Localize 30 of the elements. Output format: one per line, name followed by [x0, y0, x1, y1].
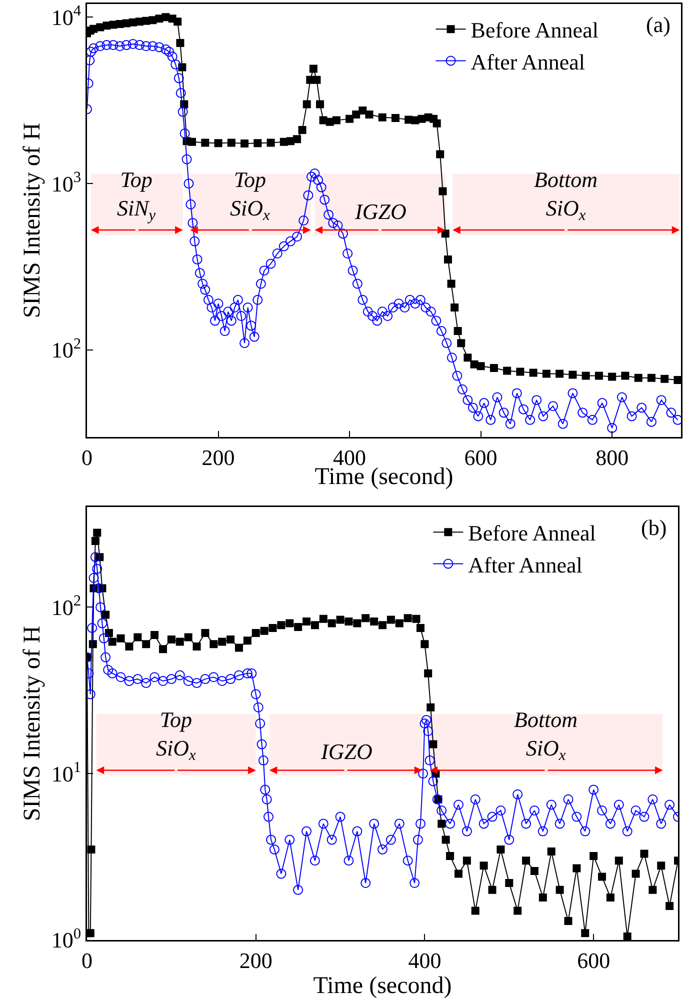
- y-tick-label: 10$^{2}$: [51, 592, 82, 620]
- x-tick-label: 200: [239, 948, 272, 973]
- x-tick-label: 400: [408, 948, 442, 973]
- band-label: Top SiO$_{x}$: [230, 167, 270, 224]
- annotation: (b): [641, 515, 667, 540]
- y-axis-title: SIMS Intensity of H: [20, 122, 46, 318]
- legend-label: Before Anneal: [468, 520, 596, 546]
- x-tick-label: 200: [202, 444, 235, 470]
- legend-label: After Anneal: [468, 552, 582, 578]
- y-tick-label: 10$^{0}$: [51, 925, 82, 953]
- band-label: Bottom SiO$_{x}$: [534, 167, 598, 224]
- band-label: Top SiO$_{x}$: [156, 707, 196, 764]
- band-label: Top SiN$_{y}$: [117, 167, 156, 224]
- band-label: IGZO: [320, 739, 372, 764]
- x-tick-label: 0: [82, 444, 92, 470]
- x-tick-label: 600: [577, 948, 610, 973]
- x-tick-label: 800: [596, 444, 629, 470]
- legend-label: Before Anneal: [470, 18, 598, 43]
- band-label: IGZO: [354, 199, 406, 224]
- x-axis-title: Time (second): [313, 972, 452, 999]
- annotation: (a): [646, 12, 670, 37]
- band-label: Bottom SiO$_{x}$: [514, 707, 578, 764]
- x-tick-label: 600: [464, 444, 498, 470]
- x-tick-label: 0: [82, 948, 92, 973]
- y-tick-label: 10$^{2}$: [51, 335, 82, 363]
- y-tick-label: 10$^{3}$: [51, 169, 82, 196]
- y-axis-title: SIMS Intensity of H: [20, 626, 46, 822]
- y-tick-label: 10$^{1}$: [51, 759, 82, 786]
- y-tick-label: 10$^{4}$: [51, 2, 82, 30]
- legend-label: After Anneal: [470, 49, 586, 74]
